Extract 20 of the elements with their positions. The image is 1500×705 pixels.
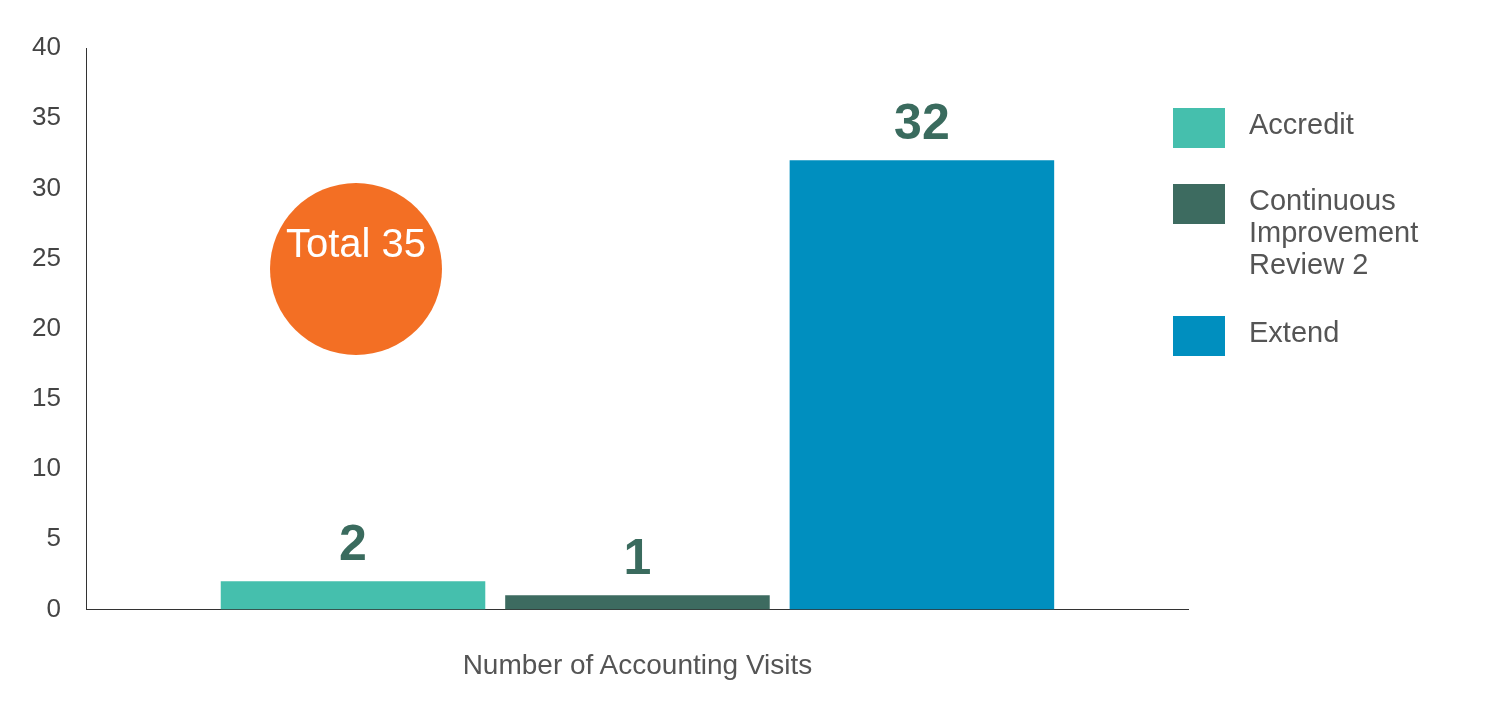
y-tick-label: 30: [32, 171, 61, 202]
y-tick-label: 20: [32, 311, 61, 342]
data-label: 32: [894, 94, 950, 151]
y-tick-label: 35: [32, 101, 61, 132]
y-tick-label: 25: [32, 241, 61, 272]
y-tick-label: 5: [46, 522, 61, 553]
bar: [789, 160, 1055, 610]
y-tick-label: 40: [32, 31, 61, 62]
annotation: Total 35: [284, 220, 428, 267]
y-tick-label: 10: [32, 452, 61, 483]
legend-label: Extend: [1249, 316, 1341, 348]
data-label: 1: [623, 529, 652, 586]
y-tick-label: 15: [32, 382, 61, 413]
bar: [220, 581, 486, 610]
x-axis-title: Number of Accounting Visits: [462, 648, 813, 680]
data-label: 2: [339, 515, 367, 572]
y-tick-label: 0: [46, 592, 61, 623]
legend-label: Continuous Improvement Review 2: [1249, 184, 1420, 280]
bar: [505, 595, 770, 610]
legend-label: Accredit: [1249, 108, 1355, 140]
